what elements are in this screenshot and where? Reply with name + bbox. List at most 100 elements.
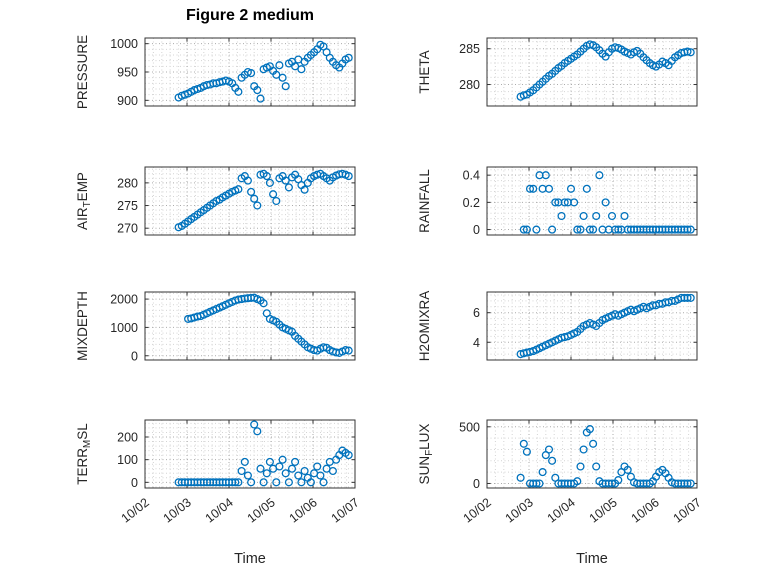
data-point [272,196,281,206]
data-point [284,183,293,192]
x-tick-label: 10/07 [671,495,704,525]
data-point [686,293,695,302]
y-axis-label: TERRMSL [75,423,93,485]
data-point [243,471,252,480]
data-point [579,445,588,454]
x-tick-label: 10/03 [503,495,536,525]
tick-marks [486,38,698,106]
data-point [551,198,560,207]
data-point [253,427,262,436]
data-point [576,225,585,234]
data-point [313,462,322,471]
subplot-sun-flux: 0 500 10/02 10/03 10/04 10/05 10/06 10/07 SUNFLU… [417,419,704,526]
minor-grid [145,167,355,235]
y-axis-label: AIRTEMP [75,172,93,230]
data-point [253,86,262,95]
y-tick-label: 1000 [110,37,138,51]
data-point [234,478,243,487]
data-point [275,61,284,70]
y-tick-label: 280 [117,176,138,190]
major-grid [486,167,698,235]
data-point [237,466,246,476]
data-point [522,447,531,456]
y-axis-label: H2OMIXRA [417,291,432,362]
figure-title: Figure 2 medium [185,7,315,24]
y-tick-label: 275 [117,199,138,213]
data-point [541,171,550,180]
x-tick-label: 10/05 [245,495,278,525]
data-point [265,457,274,466]
data-point [585,425,594,434]
y-tick-label: 6 [473,306,480,320]
data-point [306,478,315,487]
data-point [278,455,287,464]
data-point [585,40,594,49]
data-points [184,293,353,357]
data-point [269,190,278,199]
data-point [234,87,243,96]
data-point [256,464,265,473]
tick-marks [144,292,356,360]
x-tick-label: 10/03 [161,495,194,525]
data-points [174,420,353,487]
data-point [250,194,259,203]
data-points [519,171,695,234]
x-axis-title-left: Time [234,551,266,567]
data-point [256,94,265,103]
data-point [683,47,692,56]
y-tick-label: 0 [473,477,480,491]
x-tick-label: 10/07 [329,495,362,525]
axes-frame [144,166,356,236]
data-points [174,40,353,103]
data-point [291,457,300,466]
subplot-pressure: 900 950 1000 PRESSURE [75,35,356,109]
subplot-rainfall: 0 0.2 0.4 RAINFALL [417,166,698,237]
axes-frame [144,291,356,361]
x-tick-label: 10/02 [461,495,494,525]
x-tick-label: 10/05 [587,495,620,525]
data-point [592,462,601,471]
data-point [287,464,297,473]
x-axis-title-right: Time [576,551,608,567]
y-tick-label: 1000 [110,321,138,335]
minor-grid [487,167,697,236]
data-point [234,185,243,194]
data-point [525,184,535,193]
y-tick-label: 0 [131,476,138,490]
data-point [535,479,544,488]
data-point [544,445,554,454]
data-point [247,187,256,196]
data-point [683,479,692,488]
tick-marks [486,167,698,235]
data-point [529,184,538,193]
y-tick-label: 950 [117,66,138,80]
data-point [262,172,271,181]
data-point [316,471,325,480]
axes-frame [486,291,698,361]
data-point [300,185,309,194]
data-point [573,225,582,234]
data-point [344,451,353,460]
data-point [294,471,303,480]
subplot-air-temp: 270 275 280 AIRTEMP [75,166,356,236]
data-point [548,456,557,465]
data-points [516,293,695,359]
x-tick-label: 10/04 [545,495,578,525]
axes-frame [144,419,356,489]
y-tick-label: 270 [117,222,138,236]
y-tick-label: 100 [117,453,138,467]
data-point [291,62,300,71]
y-axis-label: MIXDEPTH [75,291,90,361]
subplot-h2omixra: 4 6 H2OMIXRA [417,291,698,362]
data-point [297,65,306,74]
tick-marks [144,167,356,235]
y-axis-label: RAINFALL [417,169,432,233]
tick-marks [144,38,356,106]
data-point [570,198,579,207]
data-point [579,211,588,221]
data-point [595,171,604,180]
data-point [516,473,525,482]
data-point [585,225,594,234]
data-point [344,53,353,62]
